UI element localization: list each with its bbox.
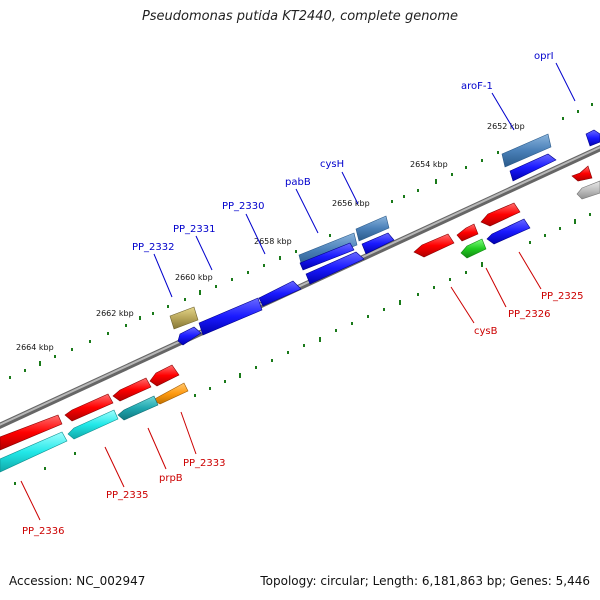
gene-arrow[interactable] [355,215,390,242]
coordinate-labels: 2652 kbp 2654 kbp 2656 kbp 2658 kbp 2660… [16,122,525,352]
outer-tick-ring [9,103,593,379]
forward-gene-labels: oprI aroF-1 cysH pabB PP_2330 PP_2331 PP… [132,51,554,253]
tick-label-2652: 2652 kbp [487,122,525,131]
inner-tick-ring [14,213,591,485]
gene-label-PP_2335[interactable]: PP_2335 [106,490,149,501]
reverse-label-leaders [20,251,542,521]
gene-arrow[interactable] [117,395,159,421]
gene-arrow[interactable] [169,306,199,330]
gene-label-PP_2336[interactable]: PP_2336 [22,526,65,537]
gene-arrow[interactable] [413,233,455,258]
gene-label-oprI[interactable]: oprI [534,51,554,62]
tick-label-2658: 2658 kbp [254,237,292,246]
gene-arrow[interactable] [0,431,68,473]
gene-arrow[interactable] [501,133,552,168]
reverse-genes-upper [0,165,593,451]
backbone-arc [0,145,600,429]
gene-arrow[interactable] [509,153,557,182]
reverse-genes-lower [0,180,600,473]
gene-arrow[interactable] [486,218,531,245]
gene-label-PP_2325[interactable]: PP_2325 [541,291,584,302]
gene-label-PP_2333[interactable]: PP_2333 [183,458,226,469]
gene-label-prpB[interactable]: prpB [159,473,183,484]
genome-title: Pseudomonas putida KT2440, complete geno… [141,9,459,24]
gene-label-PP_2330[interactable]: PP_2330 [222,201,265,212]
gene-label-pabB[interactable]: pabB [285,177,311,188]
gene-label-PP_2332[interactable]: PP_2332 [132,242,175,253]
gene-arrow[interactable] [152,382,189,405]
forward-genes-inner [177,153,557,346]
gene-label-cysH[interactable]: cysH [320,159,344,170]
gene-arrow[interactable] [299,242,355,271]
gene-arrow[interactable] [149,364,180,387]
reverse-gene-labels: PP_2325 PP_2326 cysB PP_2333 prpB PP_233… [22,291,584,537]
gene-arrow[interactable] [460,238,487,259]
gene-arrow[interactable] [64,393,114,422]
tick-label-2656: 2656 kbp [332,199,370,208]
tick-label-2664: 2664 kbp [16,343,54,352]
gene-label-PP_2326[interactable]: PP_2326 [508,309,551,320]
tick-label-2660: 2660 kbp [175,273,213,282]
tick-label-2662: 2662 kbp [96,309,134,318]
gene-arrow[interactable] [361,232,395,255]
gene-arrow[interactable] [112,377,152,402]
gene-arrow[interactable] [585,129,600,147]
accession-text: Accession: NC_002947 [9,574,146,588]
gene-arrow[interactable] [480,202,521,227]
gene-arrow[interactable] [258,280,302,307]
gene-arrow[interactable] [177,326,202,346]
gene-arrow[interactable] [67,409,119,440]
gene-arrow[interactable] [456,223,479,242]
gene-label-cysB[interactable]: cysB [474,326,498,337]
gene-label-PP_2331[interactable]: PP_2331 [173,224,216,235]
tick-label-2654: 2654 kbp [410,160,448,169]
gene-label-aroF-1[interactable]: aroF-1 [461,81,493,92]
gene-arrow[interactable] [571,165,593,182]
gene-arrow[interactable] [0,414,63,451]
gene-arrow[interactable] [305,251,365,285]
forward-label-leaders [153,62,576,298]
gene-arrow[interactable] [198,297,263,336]
gene-arrow[interactable] [576,180,600,200]
genome-summary-text: Topology: circular; Length: 6,181,863 bp… [260,574,590,588]
